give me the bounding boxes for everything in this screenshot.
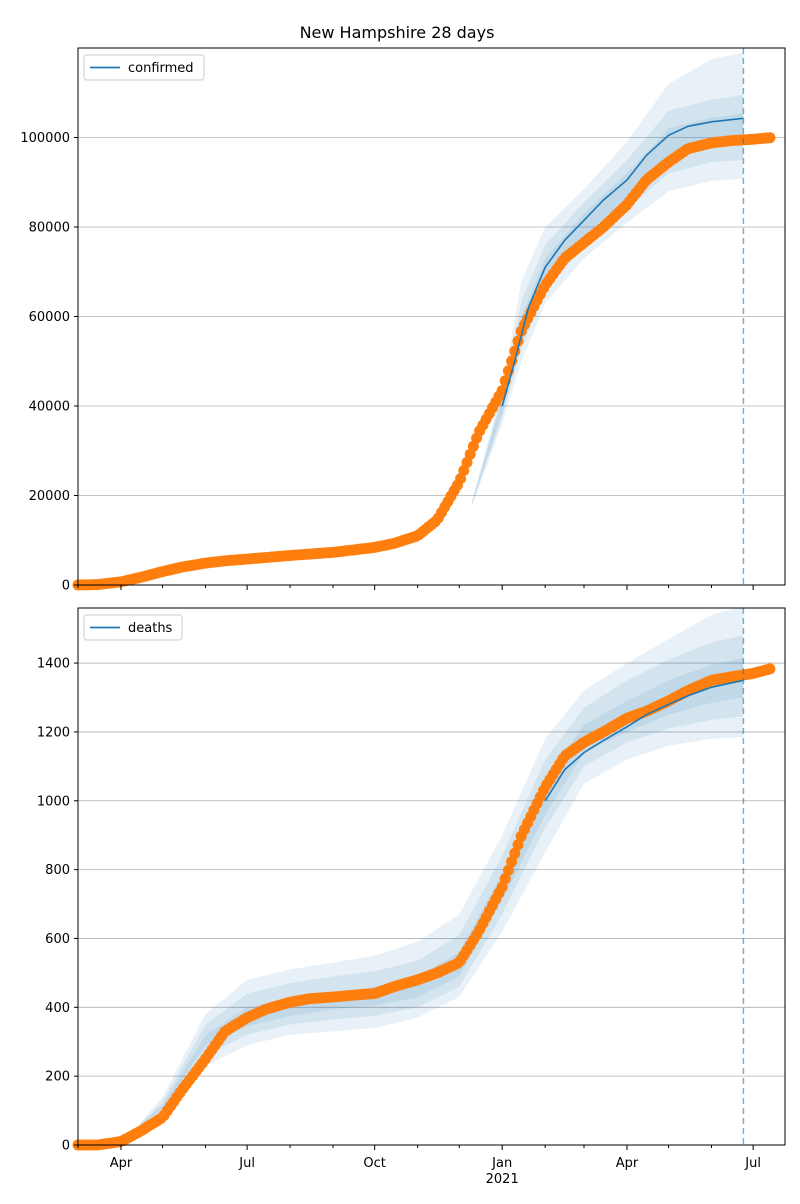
model-median-line — [501, 117, 744, 407]
y-tick-label: 600 — [45, 932, 70, 947]
y-tick-label: 40000 — [29, 400, 70, 415]
y-tick-label: 0 — [62, 1139, 70, 1154]
y-tick-label: 200 — [45, 1070, 70, 1085]
observed-point — [764, 132, 776, 144]
y-tick-label: 0 — [62, 579, 70, 594]
observed-point — [499, 873, 511, 885]
y-tick-label: 20000 — [29, 489, 70, 504]
observed-point — [506, 856, 518, 868]
observed-point — [764, 663, 776, 675]
legend: confirmed — [83, 54, 205, 81]
chart-title: New Hampshire 28 days — [300, 23, 495, 42]
y-tick-label: 100000 — [20, 131, 70, 146]
x-tick-label: Jul — [238, 1156, 255, 1171]
y-tick-label: 1200 — [37, 725, 70, 740]
legend-label: deaths — [128, 621, 173, 636]
model-median-line — [544, 679, 744, 802]
legend-box — [83, 614, 183, 641]
legend-box — [83, 54, 205, 81]
x-tick-label: Jul — [744, 1156, 761, 1171]
observed-point — [512, 335, 524, 347]
observed-point — [512, 839, 524, 851]
x-tick-label: Apr — [110, 1156, 133, 1171]
uncertainty-band-3 — [471, 113, 744, 505]
x-tick-label: Oct — [363, 1156, 385, 1171]
x-axis-labels: Apr Jul Oct Jan Apr Jul 2021 — [110, 1156, 761, 1187]
y-tick-label: 60000 — [29, 310, 70, 325]
observed-series — [72, 132, 776, 591]
y-tick-label: 1000 — [37, 794, 70, 809]
x-tick-label: Apr — [616, 1156, 639, 1171]
uncertainty-band-1 — [471, 52, 744, 507]
deaths-panel: 0 200 400 600 800 1000 1200 1400 deaths — [37, 606, 786, 1154]
y-tick-label: 1400 — [37, 657, 70, 672]
legend-label: confirmed — [128, 61, 194, 76]
y-tick-label: 800 — [45, 863, 70, 878]
confirmed-panel: 0 20000 40000 60000 80000 100000 confirmed — [20, 47, 786, 594]
y-tick-label: 400 — [45, 1001, 70, 1016]
x-tick-label: Jan — [491, 1156, 512, 1171]
plot-frame — [77, 607, 786, 1146]
x-year-label: 2021 — [486, 1172, 519, 1187]
legend: deaths — [83, 614, 183, 641]
observed-point — [502, 864, 514, 876]
uncertainty-band-2 — [471, 95, 744, 506]
uncertainty-band-3 — [140, 657, 744, 1125]
observed-point — [496, 385, 508, 397]
observed-point — [509, 847, 521, 859]
observed-point — [496, 881, 508, 893]
y-tick-label: 80000 — [29, 221, 70, 236]
